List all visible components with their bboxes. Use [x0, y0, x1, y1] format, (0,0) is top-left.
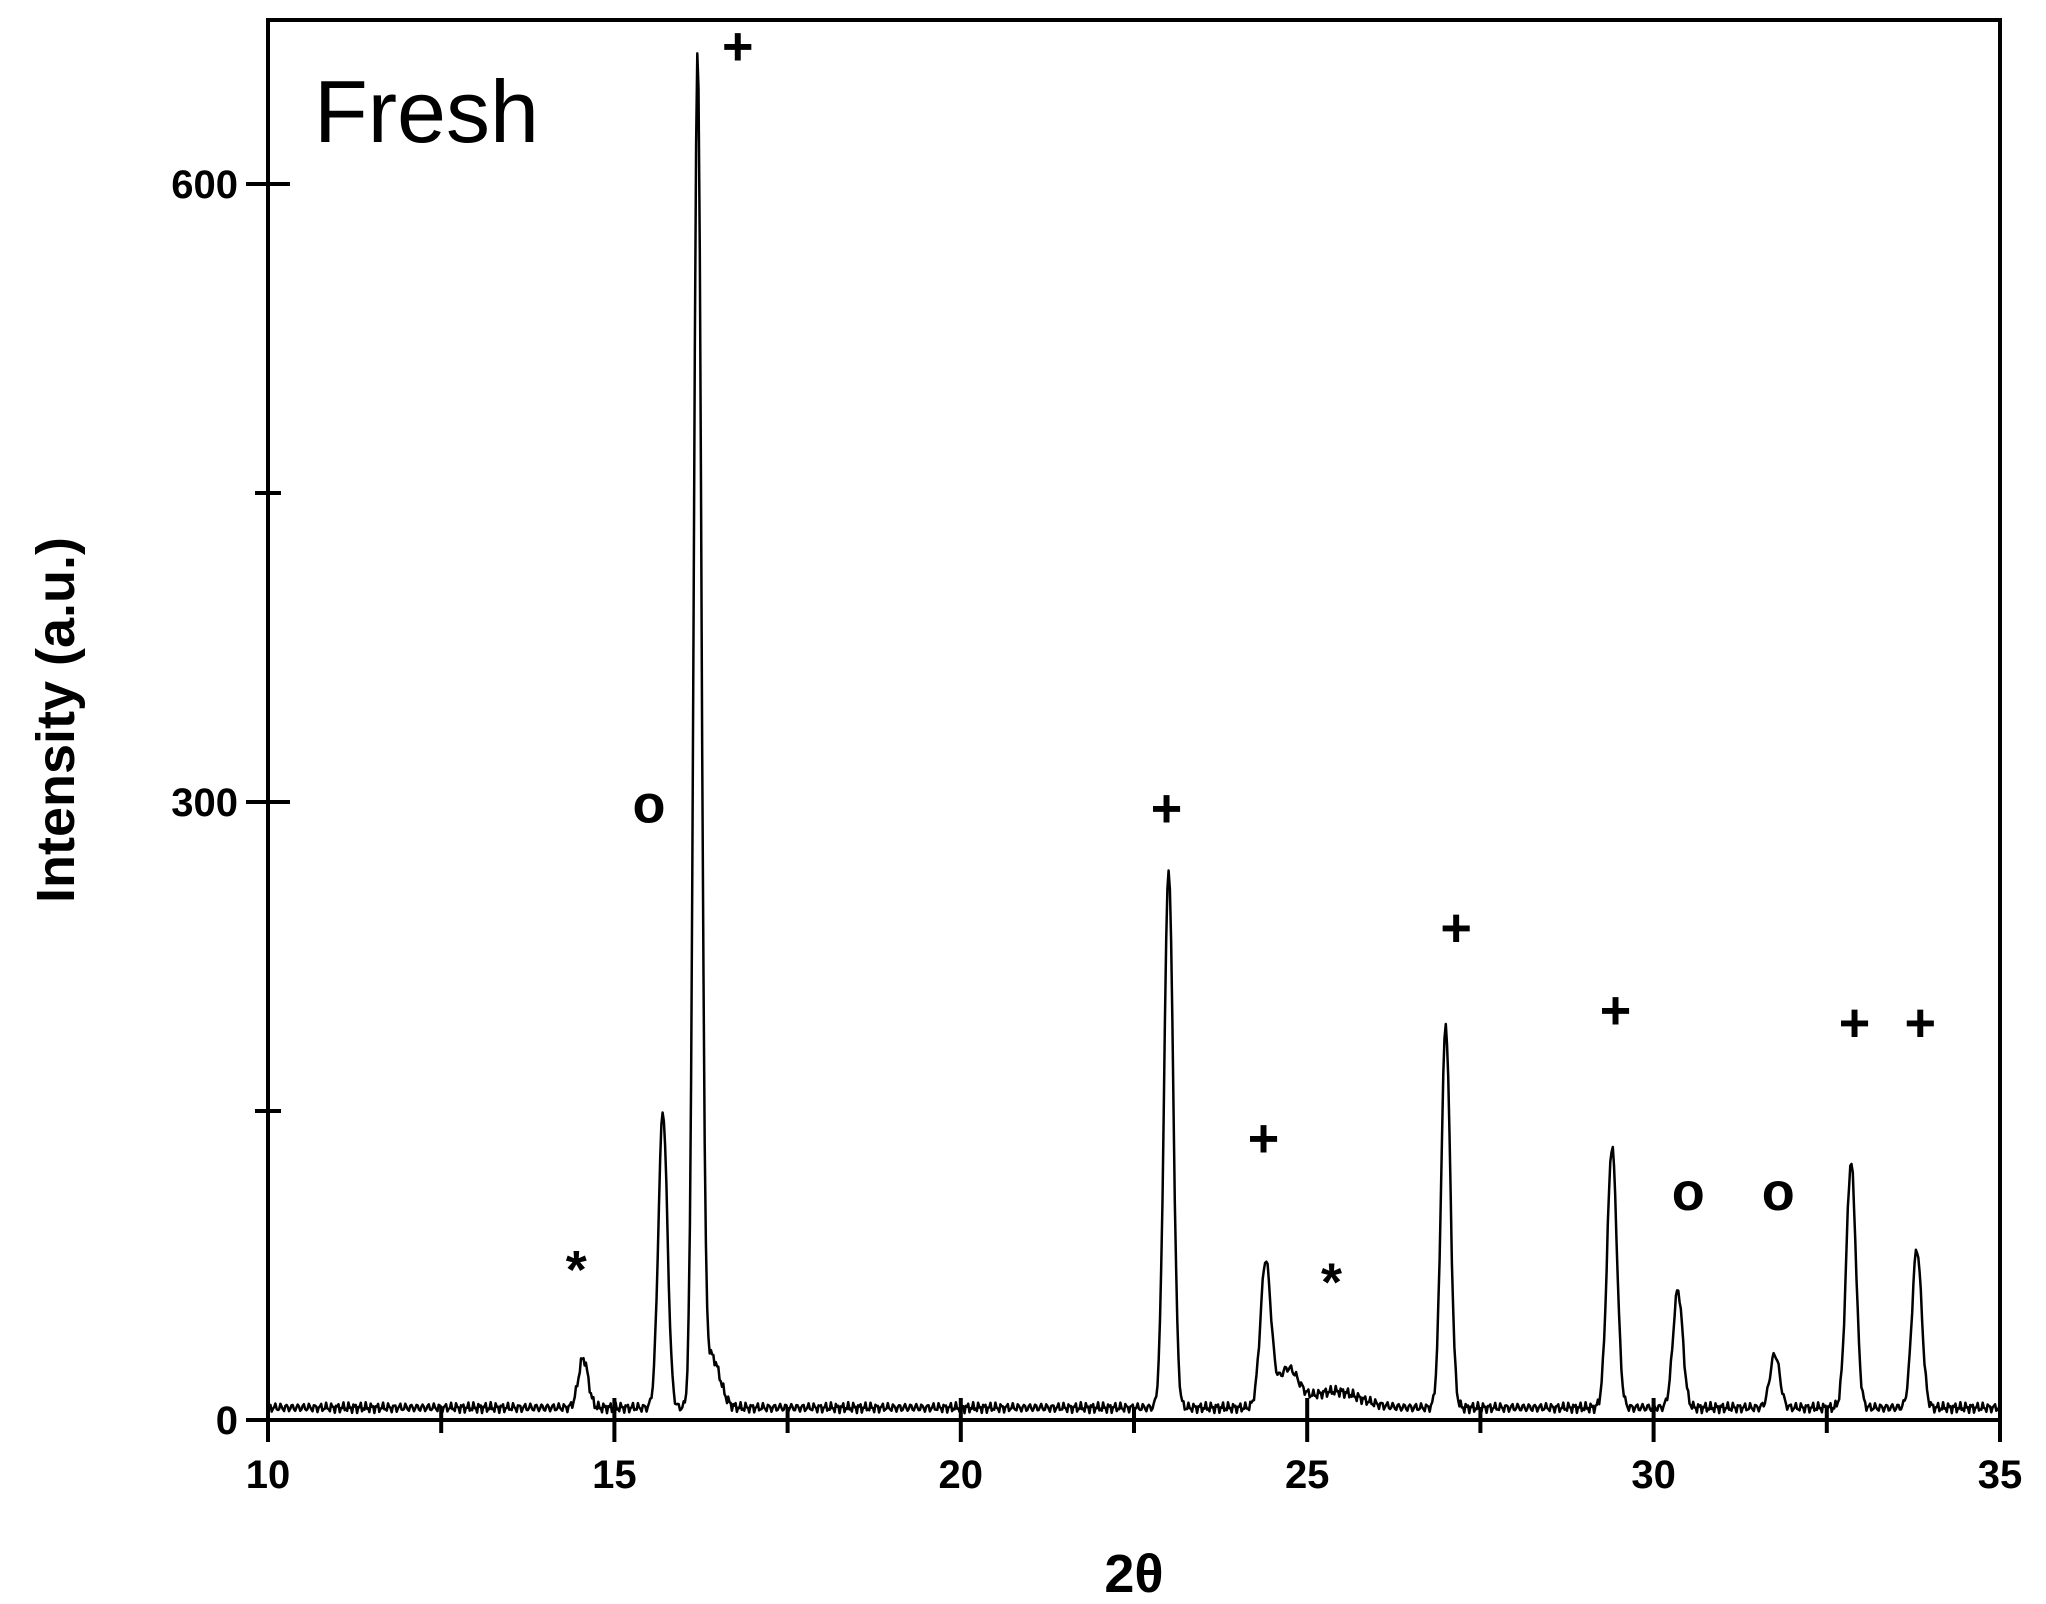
x-tick-label: 30	[1631, 1453, 1676, 1497]
peak-marker: +	[1151, 779, 1183, 839]
y-axis-title: Intensity (a.u.)	[26, 537, 86, 903]
peak-marker: +	[1248, 1108, 1280, 1168]
x-tick-label: 20	[939, 1453, 984, 1497]
peak-marker: +	[1905, 993, 1937, 1053]
axis-ticks	[246, 182, 2002, 1442]
x-tick-label: 35	[1978, 1453, 2023, 1497]
y-tick-label: 300	[171, 781, 238, 825]
peak-marker: o	[1762, 1162, 1795, 1222]
plot-frame	[266, 18, 2002, 1422]
x-tick-label: 15	[592, 1453, 637, 1497]
peak-marker: +	[722, 17, 754, 77]
y-tick-label: 600	[171, 163, 238, 207]
peak-marker: *	[566, 1240, 587, 1300]
peak-markers: +o*++*++o o+ +	[566, 17, 1936, 1313]
x-tick-label: 10	[246, 1453, 291, 1497]
peak-marker: o	[1672, 1162, 1705, 1222]
x-tick-label: 25	[1285, 1453, 1330, 1497]
axis-tick-labels: 10 15 20 25 30 35 0 300 600	[171, 163, 2022, 1497]
peak-marker: o	[633, 775, 666, 835]
peak-marker: *	[1321, 1253, 1342, 1313]
peak-marker: +	[1440, 898, 1472, 958]
y-tick-label: 0	[216, 1399, 238, 1443]
series-line	[267, 52, 2002, 1415]
x-axis-title: 2θ	[1104, 1544, 1163, 1604]
panel-label: Fresh	[314, 62, 539, 161]
peak-marker: +	[1839, 993, 1871, 1053]
peak-marker: +	[1600, 981, 1632, 1041]
